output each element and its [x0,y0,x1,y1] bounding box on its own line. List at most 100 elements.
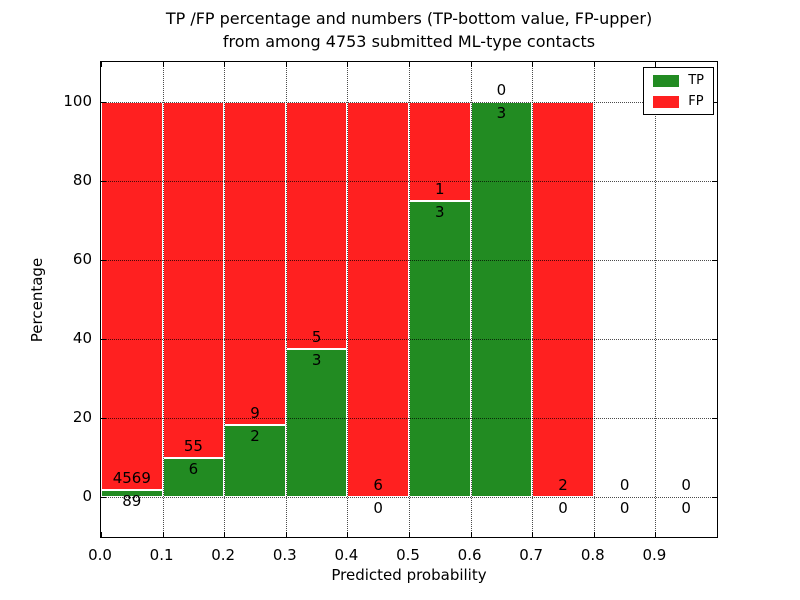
fp-count-label: 0 [619,476,630,495]
y-tick-label: 60 [72,249,92,268]
y-tick-mark [101,259,106,261]
tp-count-label: 89 [122,491,142,510]
x-tick-label: 0.1 [149,546,174,564]
plot-area: TP FP 4569 89 55 6 9 2 5 3 6 0 1 3 0 3 2 0 0 0 0 0 [100,61,718,538]
y-tick-mark [712,101,717,103]
x-tick-mark [224,62,226,67]
x-tick-mark [101,62,102,67]
x-tick-mark [532,532,534,537]
x-gridline [162,62,164,537]
legend: TP FP [643,67,714,115]
x-tick-label: 0.0 [88,546,112,564]
x-tick-mark [470,532,472,537]
y-tick-mark [712,180,717,182]
y-tick-mark [712,497,717,499]
tp-count-label: 0 [619,499,630,518]
fp-count-label: 55 [183,437,203,456]
y-tick-mark [101,180,106,182]
x-tick-mark [285,62,287,67]
tp-color-swatch [653,74,680,87]
tp-bar-segment [162,458,225,498]
x-gridline [285,62,287,537]
y-tick-mark [712,418,717,420]
x-tick-mark [532,62,534,67]
x-tick-label: 0.9 [642,546,667,564]
x-tick-mark [409,62,410,67]
x-tick-label: 0.6 [457,546,482,564]
chart-title-line2: from among 4753 submitted ML-type contac… [222,32,596,51]
y-gridline [101,259,717,261]
fp-bar-segment [347,101,409,498]
tp-count-label: 3 [496,103,507,122]
legend-label-fp: FP [688,94,704,109]
x-tick-label: 0.8 [580,546,605,564]
fp-count-label: 4569 [112,468,151,487]
y-tick-mark [712,259,717,261]
y-tick-label: 100 [63,91,92,110]
tp-count-label: 0 [681,499,691,518]
x-tick-label: 0.4 [334,546,359,564]
fp-count-label: 0 [496,80,507,99]
y-tick-label: 80 [72,170,92,189]
fp-bar-segment [101,101,163,490]
fp-bar-segment [532,101,594,498]
fp-bar-segment [162,101,225,459]
y-gridline [101,418,717,420]
tp-count-label: 0 [373,499,383,518]
tp-count-label: 0 [558,499,568,518]
x-tick-mark [593,532,595,537]
tp-bar-segment [101,489,163,498]
fp-count-label: 5 [311,327,322,346]
x-tick-mark [470,62,472,67]
y-tick-label: 40 [72,329,92,348]
y-tick-label: 0 [82,487,92,506]
x-tick-mark [347,532,349,537]
x-tick-mark [101,532,102,537]
y-tick-mark [101,418,106,420]
fp-bar-segment [224,101,286,426]
x-gridline [409,62,410,537]
x-tick-mark [285,532,287,537]
x-gridline [655,62,657,537]
legend-entry-tp: TP [653,74,704,87]
legend-label-tp: TP [688,73,704,88]
x-gridline [470,62,472,537]
x-tick-mark [655,532,657,537]
x-tick-mark [162,532,164,537]
chart-title: TP /FP percentage and numbers (TP-bottom… [100,7,718,53]
tp-bar-segment [285,348,348,498]
y-tick-mark [101,497,106,499]
x-tick-mark [162,62,164,67]
x-tick-mark [593,62,595,67]
x-tick-mark [409,532,410,537]
tp-count-label: 3 [435,202,445,221]
x-gridline [347,62,349,537]
x-gridline [532,62,534,537]
tp-count-label: 3 [311,350,322,369]
fp-count-label: 1 [435,179,445,198]
x-tick-label: 0.3 [272,546,297,564]
y-tick-mark [101,339,106,341]
y-gridline [101,339,717,341]
x-tick-mark [224,532,226,537]
legend-entry-fp: FP [653,95,704,108]
x-tick-label: 0.7 [519,546,544,564]
x-tick-mark [655,62,657,67]
fp-count-label: 6 [373,476,383,495]
x-tick-mark [347,62,349,67]
fp-color-swatch [653,95,680,108]
x-tick-label: 0.5 [396,546,420,564]
tp-count-label: 2 [250,427,260,446]
tp-bar-segment [409,200,471,498]
y-gridline [101,497,717,499]
x-gridline [593,62,595,537]
fp-count-label: 9 [250,404,260,423]
y-gridline [101,101,717,103]
x-axis-label: Predicted probability [331,566,487,584]
y-tick-label: 20 [72,408,92,427]
tp-bar-segment [470,101,533,498]
fp-count-label: 0 [681,476,691,495]
fp-count-label: 2 [558,476,568,495]
y-tick-mark [712,339,717,341]
